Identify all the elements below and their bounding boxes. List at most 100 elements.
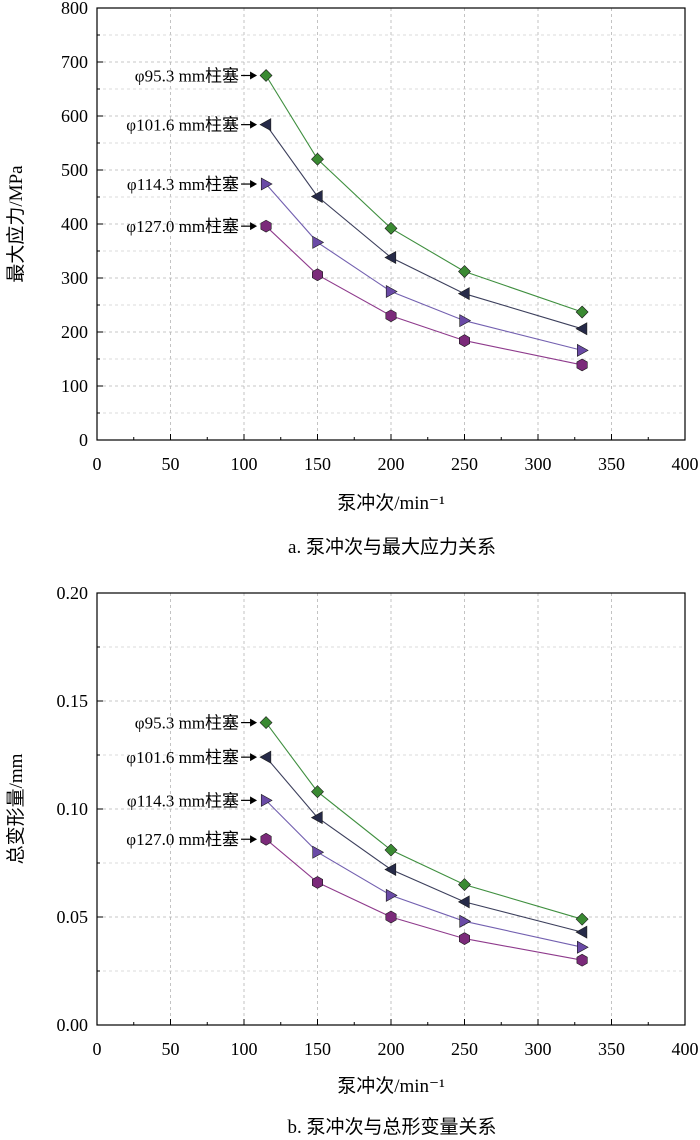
series-1: φ95.3 mm柱塞: [135, 714, 589, 926]
y-axis-title: 最大应力/MPa: [5, 165, 27, 283]
series-label: φ95.3 mm柱塞: [135, 714, 239, 733]
x-tick-label: 200: [378, 1039, 405, 1059]
x-tick-label: 400: [672, 454, 699, 474]
data-point-hexagon: [576, 953, 588, 967]
y-tick-label: 0.10: [57, 799, 89, 819]
data-point-triangle-left: [259, 118, 272, 132]
label-arrow-head: [250, 180, 258, 189]
series-label: φ114.3 mm柱塞: [127, 175, 239, 194]
label-arrow-head: [250, 718, 258, 727]
x-tick-label: 300: [525, 454, 552, 474]
y-tick-label: 0.05: [57, 907, 89, 927]
data-point-triangle-left: [384, 250, 397, 264]
y-tick-label: 200: [61, 322, 88, 342]
label-arrow-head: [250, 222, 258, 231]
x-tick-label: 250: [451, 454, 478, 474]
data-point-hexagon: [458, 932, 471, 945]
data-point-diamond: [575, 912, 589, 926]
data-point-triangle-right: [577, 343, 589, 357]
series-line: [265, 124, 583, 330]
x-tick-label: 0: [93, 1039, 102, 1059]
data-point-hexagon: [576, 358, 588, 372]
chart-total-deformation: 0 50 100 150 200 250 300 350 400 0.00 0.05 0.10 0.15…: [5, 583, 699, 1097]
series-label: φ95.3 mm柱塞: [135, 67, 239, 86]
data-point-triangle-right: [260, 793, 273, 807]
data-point-triangle-right: [459, 914, 472, 928]
series-label: φ127.0 mm柱塞: [126, 217, 239, 236]
series-line: [265, 800, 583, 948]
data-point-diamond: [311, 785, 324, 799]
y-tick-label: 100: [61, 376, 88, 396]
x-tick-label: 150: [304, 1039, 331, 1059]
x-tick-label: 150: [304, 454, 331, 474]
label-arrow-head: [250, 120, 258, 129]
x-tick-label: 100: [231, 1039, 258, 1059]
data-point-diamond: [575, 305, 589, 319]
series-2: φ101.6 mm柱塞: [126, 116, 588, 336]
series-1: φ95.3 mm柱塞: [135, 67, 589, 319]
data-point-diamond: [458, 878, 471, 892]
data-point-triangle-left: [384, 862, 397, 876]
series-4: φ127.0 mm柱塞: [126, 830, 588, 967]
data-point-triangle-left: [457, 895, 470, 909]
label-arrow-head: [250, 753, 258, 762]
series-line: [265, 756, 583, 933]
data-point-triangle-left: [259, 750, 272, 764]
y-tick-label: 0.15: [57, 691, 89, 711]
y-tick-label: 500: [61, 160, 88, 180]
series-label: φ101.6 mm柱塞: [126, 116, 239, 135]
y-tick-label: 700: [61, 52, 88, 72]
data-point-triangle-right: [385, 284, 398, 299]
label-arrow-head: [250, 835, 258, 844]
series-label: φ101.6 mm柱塞: [126, 748, 239, 767]
data-point-triangle-right: [385, 888, 398, 902]
y-tick-label: 0.20: [57, 583, 89, 603]
x-tick-label: 200: [378, 454, 405, 474]
data-point-triangle-right: [459, 314, 472, 328]
series-2: φ101.6 mm柱塞: [126, 748, 588, 939]
data-point-triangle-left: [457, 287, 470, 301]
x-tick-label: 350: [598, 1039, 625, 1059]
y-tick-label: 0: [79, 430, 88, 450]
data-point-triangle-left: [310, 811, 323, 825]
x-tick-label: 50: [162, 454, 180, 474]
x-tick-label: 300: [525, 1039, 552, 1059]
label-arrow-head: [250, 796, 258, 805]
data-point-triangle-left: [310, 189, 323, 203]
data-point-triangle-left: [575, 925, 588, 939]
x-axis-title: 泵冲次/min⁻¹: [337, 492, 445, 514]
x-tick-label: 400: [672, 1039, 699, 1059]
series-line: [265, 722, 583, 920]
chart-max-stress: 0 50 100 150 200 250 300 350 400 0 100 200 300 400 500…: [5, 0, 699, 514]
chart-a-caption: a. 泵冲次与最大应力关系: [288, 536, 496, 558]
y-tick-label: 0.00: [57, 1015, 89, 1035]
data-point-hexagon: [311, 876, 324, 889]
data-point-diamond: [458, 265, 471, 278]
y-tick-label: 800: [61, 0, 88, 18]
x-axis-title: 泵冲次/min⁻¹: [337, 1075, 445, 1097]
y-axis-title: 总变形量/mm: [5, 753, 27, 864]
data-point-diamond: [311, 152, 324, 166]
data-point-hexagon: [260, 832, 272, 846]
data-point-diamond: [384, 843, 398, 857]
data-point-triangle-right: [260, 177, 273, 191]
data-point-triangle-left: [575, 322, 588, 336]
series-4: φ127.0 mm柱塞: [126, 217, 588, 372]
data-point-hexagon: [260, 219, 272, 233]
chart-b-caption: b. 泵冲次与总形变量关系: [287, 1116, 496, 1138]
y-tick-label: 300: [61, 268, 88, 288]
data-point-diamond: [259, 716, 273, 730]
y-tick-label: 400: [61, 214, 88, 234]
data-point-hexagon: [385, 309, 397, 323]
data-point-diamond: [384, 221, 398, 235]
x-tick-label: 100: [231, 454, 258, 474]
series-line: [265, 183, 583, 351]
data-point-triangle-right: [312, 845, 325, 859]
x-tick-label: 50: [162, 1039, 180, 1059]
series-label: φ114.3 mm柱塞: [127, 791, 239, 810]
grid: [97, 8, 685, 440]
x-tick-label: 350: [598, 454, 625, 474]
x-tick-label: 0: [93, 454, 102, 474]
data-point-hexagon: [385, 910, 397, 924]
